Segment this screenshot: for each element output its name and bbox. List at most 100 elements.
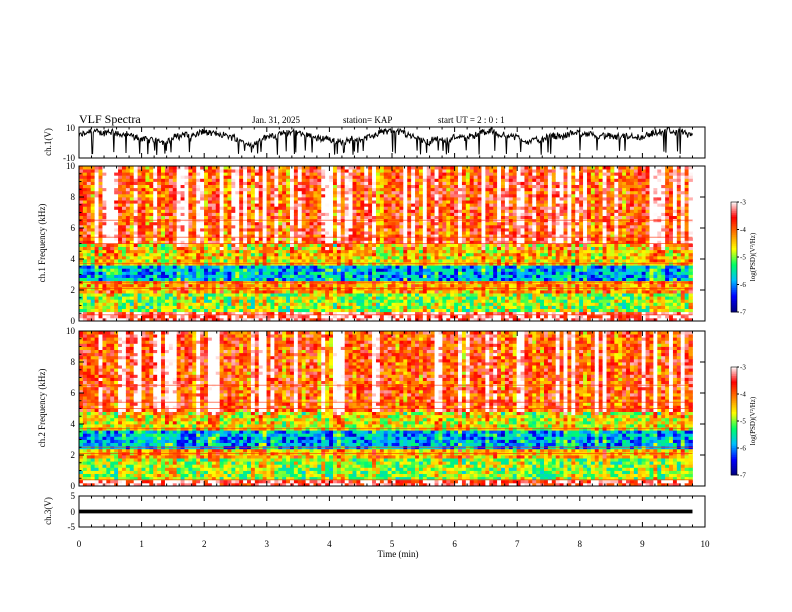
spectrogram-cell (411, 246, 416, 251)
spectrogram-cell (137, 246, 142, 251)
spectrogram-cell (86, 265, 92, 269)
spectrogram-cell (375, 255, 381, 260)
spectrogram-cell (407, 255, 412, 260)
spectrogram-cell (375, 234, 381, 238)
spectrogram-cell (145, 206, 150, 210)
spectrogram-cell (438, 203, 443, 207)
spectrogram-cell (344, 314, 350, 319)
spectrogram-cell (442, 277, 447, 282)
spectrogram-cell (79, 283, 84, 288)
spectrogram-cell (102, 181, 107, 185)
spectrogram-cell (426, 166, 432, 170)
spectrogram-cell (102, 243, 107, 247)
spectrogram-cell (286, 283, 291, 288)
spectrogram-cell (340, 293, 346, 297)
spectrogram-cell (172, 317, 178, 322)
spectrogram-cell (231, 166, 236, 170)
spectrogram-cell (434, 317, 439, 322)
spectrogram-cell (282, 246, 287, 251)
spectrogram-cell (94, 296, 99, 300)
spectrogram-cell (372, 169, 377, 173)
spectrogram-cell (465, 231, 471, 235)
spectrogram-cell (196, 268, 201, 272)
spectrogram-cell (458, 224, 463, 229)
spectrogram-cell (262, 317, 267, 322)
spectrogram-cell (79, 175, 84, 179)
spectrogram-cell (239, 215, 244, 220)
spectrogram-cell (196, 274, 201, 278)
spectrogram-cell (446, 283, 451, 288)
spectrogram-cell (250, 299, 256, 303)
spectrogram-cell (125, 200, 131, 204)
spectrogram-cell (313, 317, 318, 322)
spectrogram-cell (196, 175, 201, 179)
spectrogram-cell (243, 228, 248, 232)
spectrogram-cell (102, 193, 107, 198)
spectrogram-cell (114, 212, 119, 216)
spectrogram-cell (364, 224, 369, 229)
spectrogram-cell (161, 259, 166, 263)
spectrogram-cell (102, 296, 107, 300)
spectrogram-cell (211, 203, 217, 207)
spectrogram-cell (215, 283, 221, 288)
spectrogram-cell (356, 178, 361, 182)
spectrogram-cell (180, 240, 185, 244)
spectrogram-cell (254, 209, 260, 213)
spectrogram-cell (145, 249, 150, 254)
spectrogram-cell (411, 215, 416, 220)
spectrogram-cell (254, 193, 260, 198)
spectrogram-cell (118, 172, 123, 176)
spectrogram-cell (446, 293, 451, 297)
spectrogram-cell (454, 215, 459, 220)
spectrogram-cell (247, 314, 252, 319)
spectrogram-cell (286, 175, 291, 179)
spectrogram-cell (180, 314, 185, 319)
spectrogram-cell (325, 178, 330, 182)
spectrogram-cell (290, 231, 295, 235)
spectrogram-cell (379, 314, 385, 319)
spectrogram-cell (172, 166, 178, 170)
spectrogram-cell (106, 290, 111, 294)
spectrogram-cell (82, 271, 88, 275)
spectrogram-cell (317, 231, 322, 235)
spectrogram-cell (161, 215, 166, 220)
spectrogram-cell (364, 293, 369, 297)
spectrogram-cell (243, 175, 248, 179)
spectrogram-cell (247, 293, 252, 297)
spectrogram-cell (172, 193, 178, 198)
spectrogram-cell (411, 277, 416, 282)
spectrogram-cell (258, 169, 264, 173)
spectrogram-cell (274, 212, 279, 216)
spectrogram-cell (266, 249, 271, 254)
spectrogram-cell (418, 296, 424, 300)
spectrogram-cell (207, 277, 213, 282)
spectrogram-cell (426, 274, 432, 278)
spectrogram-cell (192, 172, 197, 176)
spectrogram-cell (204, 215, 209, 220)
spectrogram-cell (297, 206, 303, 210)
spectrogram-cell (356, 209, 361, 213)
spectrogram-cell (262, 166, 267, 170)
spectrogram-cell (321, 187, 326, 192)
spectrogram-cell (360, 259, 365, 263)
spectrogram-cell (188, 175, 193, 179)
spectrogram-cell (235, 228, 240, 232)
spectrogram-cell (336, 308, 342, 313)
spectrogram-cell (286, 302, 291, 306)
spectrogram-cell (168, 296, 174, 300)
spectrogram-cell (223, 237, 228, 241)
spectrogram-cell (344, 271, 350, 275)
spectrogram-cell (121, 259, 127, 263)
spectrogram-cell (399, 234, 404, 238)
spectrogram-cell (243, 277, 248, 282)
spectrogram-cell (344, 249, 350, 254)
spectrogram-cell (438, 293, 443, 297)
spectrogram-cell (430, 166, 435, 170)
spectrogram-cell (399, 283, 404, 288)
spectrogram-cell (438, 184, 443, 189)
spectrogram-cell (313, 305, 318, 309)
spectrogram-cell (129, 243, 135, 247)
spectrogram-cell (192, 237, 197, 241)
spectrogram-cell (211, 178, 217, 182)
spectrogram-cell (188, 166, 193, 170)
